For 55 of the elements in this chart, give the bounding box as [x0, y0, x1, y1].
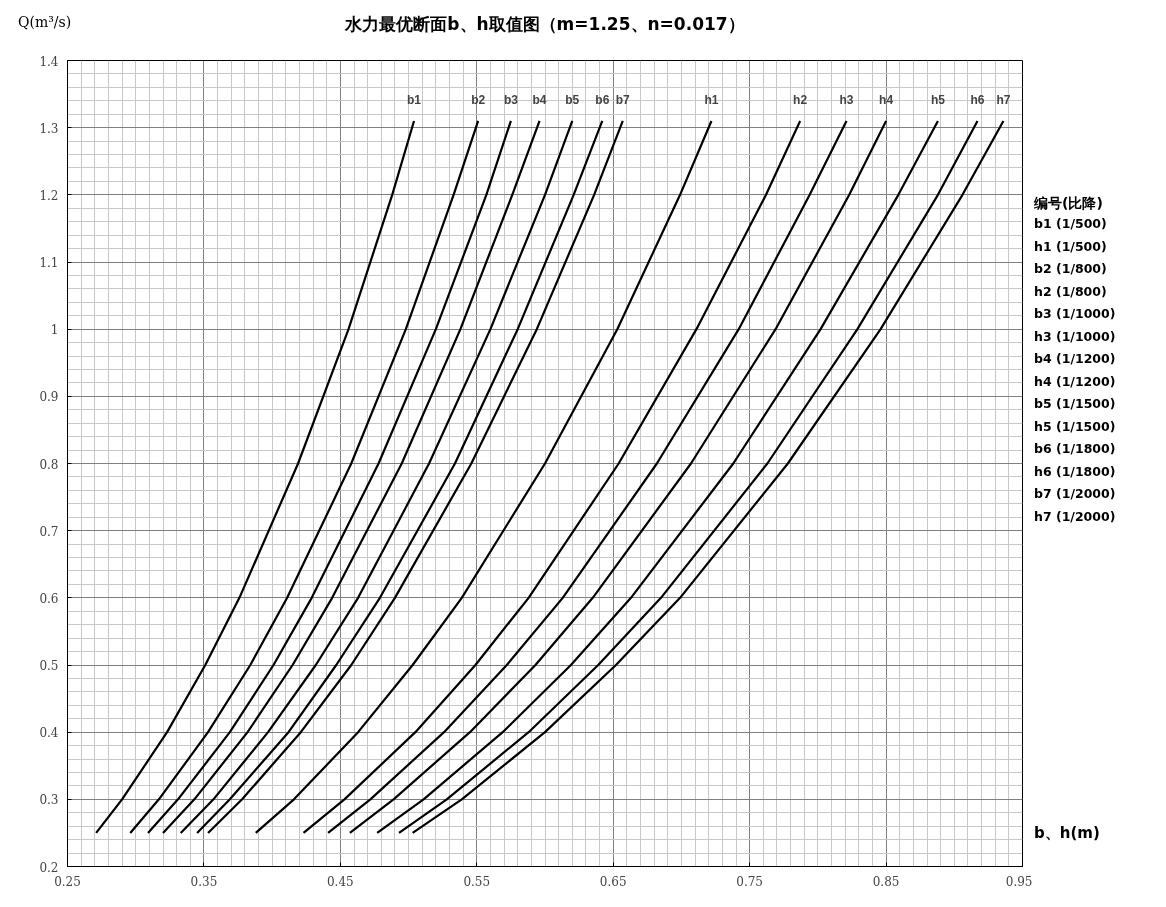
text: h5 (1/1500) [1034, 418, 1116, 436]
x-tick-label: 0.65 [599, 874, 627, 889]
y-tick-label: 1.3 [39, 121, 59, 136]
series-label: h3 [839, 92, 854, 107]
text: b3 (1/1000) [1034, 305, 1116, 323]
series-label: h4 [879, 92, 894, 107]
series-label: b7 [615, 92, 631, 107]
y-tick-label: 1.2 [39, 188, 59, 203]
series-label: h1 [704, 92, 719, 107]
y-tick-label: 1.4 [39, 54, 59, 69]
x-tick-label: 0.95 [1005, 874, 1033, 889]
y-tick-label: 0.2 [39, 860, 59, 875]
series-label: b2 [471, 92, 486, 107]
y-axis-title: Q(m³/s) [18, 13, 72, 32]
y-tick-label: 0.7 [39, 524, 59, 539]
x-axis-title: b、h(m) [1034, 823, 1100, 844]
series-label: h6 [970, 92, 985, 107]
chart-title: 水力最优断面b、h取值图（m=1.25、n=0.017） [345, 14, 745, 34]
y-tick-label: 0.9 [39, 390, 59, 405]
text: b1 (1/500) [1034, 215, 1107, 233]
series-label: b4 [532, 92, 547, 107]
x-tick-label: 0.25 [54, 874, 81, 889]
series-label: b1 [407, 92, 422, 107]
y-tick-label: 0.4 [39, 726, 59, 741]
text: h1 (1/500) [1034, 238, 1107, 256]
x-tick-label: 0.35 [190, 874, 218, 889]
text: b2 (1/800) [1034, 260, 1107, 278]
x-tick-label: 0.55 [463, 874, 491, 889]
text: b5 (1/1500) [1034, 395, 1116, 413]
x-tick-label: 0.85 [872, 874, 900, 889]
text: b7 (1/2000) [1034, 485, 1116, 503]
series-label: b3 [503, 92, 519, 107]
x-tick-label: 0.75 [736, 874, 763, 889]
line-series [254, 119, 713, 835]
text: h6 (1/1800) [1034, 463, 1116, 481]
series-label: h5 [930, 92, 946, 107]
y-tick-label: 0.3 [39, 793, 59, 808]
series-label: b6 [595, 92, 610, 107]
line-series [95, 119, 416, 835]
text: h2 (1/800) [1034, 283, 1107, 301]
series-label: b5 [565, 92, 580, 107]
text: 编号(比降) [1034, 194, 1103, 213]
series-label: h2 [793, 92, 808, 107]
text: h4 (1/1200) [1034, 373, 1116, 391]
text: h7 (1/2000) [1034, 508, 1116, 526]
series-label: h7 [996, 92, 1011, 107]
y-tick-label: 1.1 [39, 256, 59, 270]
y-tick-label: 1 [50, 323, 59, 338]
text: b6 (1/1800) [1034, 440, 1116, 458]
y-tick-label: 0.6 [39, 591, 59, 606]
y-tick-label: 0.5 [39, 659, 59, 673]
text: b4 (1/1200) [1034, 350, 1116, 368]
text: h3 (1/1000) [1034, 328, 1116, 346]
x-tick-label: 0.45 [327, 874, 354, 889]
y-tick-label: 0.8 [39, 457, 59, 472]
